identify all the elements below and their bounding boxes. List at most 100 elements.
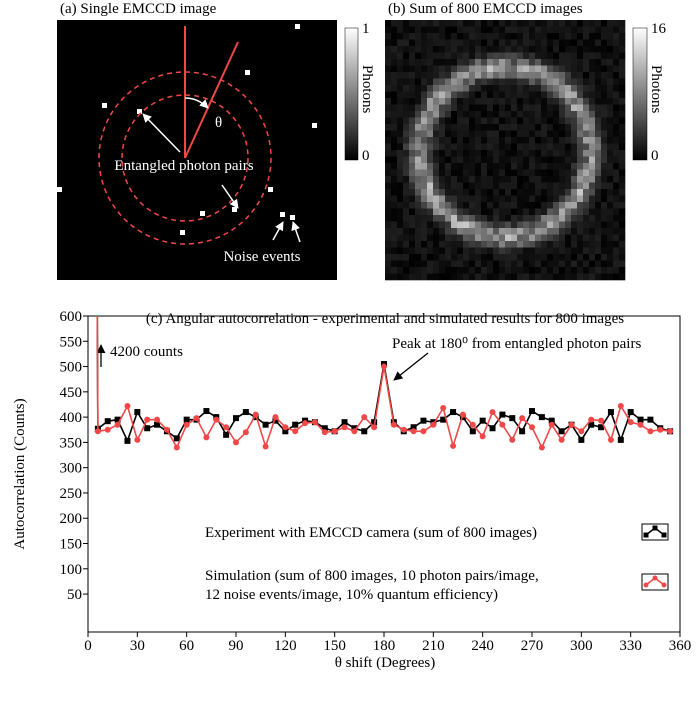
marker	[558, 436, 565, 443]
pixel	[487, 59, 494, 66]
pixel	[397, 156, 404, 164]
pixel	[619, 26, 626, 34]
pixel	[589, 137, 596, 144]
pixel	[535, 104, 542, 112]
pixel	[427, 189, 434, 196]
pixel	[451, 260, 458, 268]
pixel	[427, 156, 434, 164]
pixel	[535, 260, 542, 268]
pixel	[475, 65, 482, 73]
pixel	[415, 72, 422, 79]
pixel	[547, 202, 554, 209]
marker	[440, 416, 447, 423]
pixel	[583, 52, 590, 60]
pixel	[511, 20, 518, 27]
x-tick-label: 150	[323, 638, 346, 654]
pixel	[445, 182, 452, 190]
pixel	[547, 72, 554, 79]
pixel	[409, 59, 416, 66]
pixel	[607, 78, 614, 86]
marker	[144, 425, 151, 432]
pixel	[571, 65, 578, 73]
pixel	[457, 189, 464, 196]
pixel	[385, 254, 392, 261]
theta-label: θ	[215, 115, 222, 131]
pixel	[475, 91, 482, 99]
pixel	[385, 20, 392, 27]
pixel	[505, 267, 512, 274]
pixel	[415, 130, 422, 138]
pixel	[391, 124, 398, 131]
pixel	[517, 39, 524, 47]
pixel	[487, 189, 494, 196]
pixel	[409, 98, 416, 105]
pixel	[385, 143, 392, 151]
pixel	[451, 72, 458, 79]
pixel	[547, 65, 554, 73]
pixel	[535, 208, 542, 216]
arrow	[393, 352, 429, 381]
pixel	[487, 104, 494, 112]
pixel	[559, 143, 566, 151]
pixel	[505, 202, 512, 209]
pixel	[595, 143, 602, 151]
marker	[262, 421, 269, 428]
pixel	[385, 85, 392, 92]
pixel	[445, 130, 452, 138]
pixel	[571, 221, 578, 229]
pixel	[451, 273, 458, 281]
pixel	[619, 46, 626, 53]
pixel	[493, 143, 500, 151]
pixel	[583, 91, 590, 99]
pixel	[505, 52, 512, 60]
pixel	[481, 85, 488, 92]
pixel	[553, 72, 560, 79]
pixel	[529, 59, 536, 66]
pixel	[451, 91, 458, 99]
pixel	[445, 98, 452, 105]
pixel	[445, 156, 452, 164]
pixel	[445, 163, 452, 170]
pixel	[403, 182, 410, 190]
pixel	[391, 20, 398, 27]
pixel	[385, 189, 392, 196]
marker	[509, 415, 516, 422]
pixel	[613, 33, 620, 40]
pixel	[487, 254, 494, 261]
legend-marker	[661, 582, 667, 588]
pixel	[541, 195, 548, 203]
pixel	[499, 208, 506, 216]
pixel	[601, 91, 608, 99]
pixel	[463, 254, 470, 261]
pixel	[391, 78, 398, 86]
pixel	[535, 26, 542, 34]
pixel	[421, 241, 428, 248]
pixel	[463, 98, 470, 105]
pixel	[409, 124, 416, 131]
pixel	[535, 20, 542, 27]
pixel	[385, 137, 392, 144]
pixel	[523, 46, 530, 53]
marker	[489, 425, 496, 432]
pixel	[589, 52, 596, 60]
pixel	[457, 137, 464, 144]
pixel	[523, 59, 530, 66]
pixel	[499, 189, 506, 196]
pixel	[595, 46, 602, 53]
pixel	[541, 33, 548, 40]
pixel	[553, 117, 560, 125]
pixel	[433, 72, 440, 79]
pixel	[583, 111, 590, 118]
pixel	[505, 78, 512, 86]
pixel	[487, 221, 494, 229]
pixel	[565, 247, 572, 255]
pixel	[595, 91, 602, 99]
pixel	[583, 150, 590, 157]
pixel	[523, 169, 530, 177]
pixel	[547, 189, 554, 196]
pixel	[547, 59, 554, 66]
pixel	[571, 117, 578, 125]
pixel	[457, 78, 464, 86]
pixel	[445, 26, 452, 34]
pixel	[421, 267, 428, 274]
